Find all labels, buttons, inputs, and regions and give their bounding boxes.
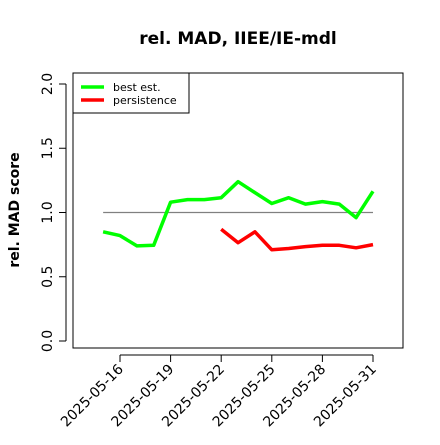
y-tick-label: 2.0 <box>40 73 56 95</box>
legend-label: persistence <box>113 94 177 107</box>
series-line-persistence <box>220 227 374 252</box>
y-tick-label: 0.5 <box>40 266 56 288</box>
chart-title: rel. MAD, IIEE/IE-mdl <box>139 29 336 49</box>
legend-box <box>72 72 190 114</box>
y-axis-label: rel. MAD score <box>7 152 23 267</box>
y-tick-label: 1.5 <box>40 137 56 159</box>
x-axis: 2025-05-162025-05-192025-05-222025-05-25… <box>58 354 380 430</box>
legend-label: best est. <box>113 81 161 94</box>
series-layer <box>102 179 375 252</box>
series-line-best-est <box>102 179 375 248</box>
y-tick-label: 0.0 <box>40 330 56 352</box>
plot-frame <box>72 72 404 349</box>
legend: best est.persistence <box>72 72 190 114</box>
y-axis: 0.0 0.5 1.0 1.5 2.0 <box>40 73 67 352</box>
y-tick-label: 1.0 <box>40 201 56 223</box>
